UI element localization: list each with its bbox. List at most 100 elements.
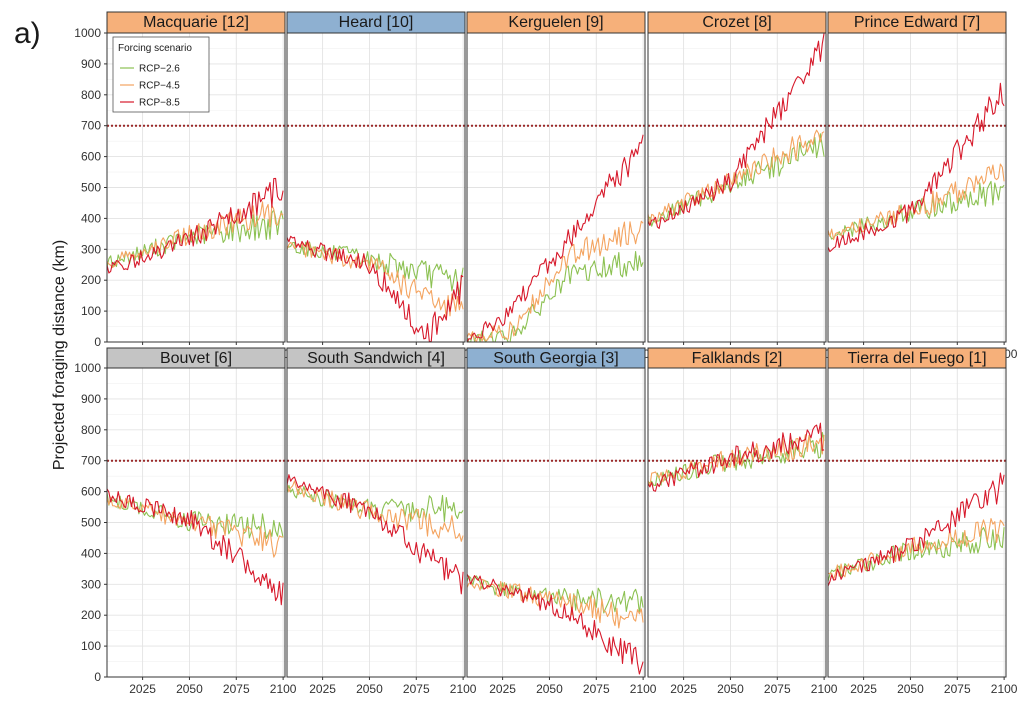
panel-border (466, 32, 646, 343)
series-line-rcp-4.5 (466, 578, 644, 629)
legend-label-rcp-4.5: RCP−4.5 (139, 81, 180, 92)
series-line-rcp-4.5 (827, 163, 1005, 241)
y-tick-label: 900 (81, 57, 101, 71)
x-tick-label: 2050 (536, 682, 563, 696)
x-tick-label: 2025 (670, 682, 697, 696)
series-line-rcp-8.5 (106, 177, 284, 274)
panel-border (827, 367, 1007, 678)
x-tick-label: 2075 (403, 682, 430, 696)
legend-label-rcp-2.6: RCP−2.6 (139, 64, 180, 75)
x-tick-label: 2075 (223, 682, 250, 696)
panel-border (647, 32, 827, 343)
y-tick-label: 100 (81, 639, 101, 653)
y-axis-title: Projected foraging distance (km) (51, 240, 68, 470)
y-tick-label: 0 (94, 670, 101, 684)
x-tick-label: 2075 (764, 682, 791, 696)
panel: South Georgia [3] 2025 2050 2075 2100 (466, 347, 657, 696)
panels: Macquarie [12] 0 100 200 300 400 500 600 700 800 9… (74, 11, 1018, 696)
panel-border (286, 367, 466, 678)
series-line-rcp-8.5 (647, 422, 825, 492)
y-tick-label: 100 (81, 304, 101, 318)
panel-title: Tierra del Fuego [1] (847, 350, 986, 367)
panel: Falklands [2] 2025 2050 2075 2100 (647, 347, 838, 696)
series-line-rcp-8.5 (466, 134, 644, 343)
panel-title: South Sandwich [4] (307, 350, 445, 367)
series-line-rcp-8.5 (286, 235, 464, 343)
y-tick-label: 1000 (74, 26, 101, 40)
y-tick-label: 600 (81, 150, 101, 164)
panel: Bouvet [6] 0 100 200 300 400 500 600 700 800 900 10… (74, 347, 297, 696)
panel-title: Prince Edward [7] (854, 14, 980, 31)
x-tick-label: 2050 (897, 682, 924, 696)
panel-title: South Georgia [3] (493, 350, 618, 367)
legend-title: Forcing scenario (118, 43, 192, 54)
x-tick-label: 2025 (489, 682, 516, 696)
legend-box (112, 36, 210, 113)
series-line-rcp-8.5 (106, 488, 284, 606)
legend-label-rcp-8.5: RCP−8.5 (139, 98, 180, 109)
panel-title: Kerguelen [9] (508, 14, 603, 31)
y-tick-label: 300 (81, 242, 101, 256)
x-tick-label: 2100 (450, 682, 477, 696)
series-line-rcp-8.5 (286, 474, 464, 595)
panel-title: Heard [10] (339, 14, 414, 31)
x-tick-label: 2100 (811, 682, 838, 696)
x-tick-label: 2075 (944, 682, 971, 696)
x-tick-label: 2025 (309, 682, 336, 696)
panel-border (286, 32, 466, 343)
x-tick-label: 2100 (630, 682, 657, 696)
y-tick-label: 700 (81, 454, 101, 468)
series-line-rcp-8.5 (647, 32, 825, 229)
x-tick-label: 2100 (991, 682, 1018, 696)
series-line-rcp-2.6 (106, 209, 284, 269)
series-line-rcp-2.6 (106, 492, 284, 540)
panel: Macquarie [12] 0 100 200 300 400 500 600 700 800 9… (74, 11, 297, 361)
panel-title: Falklands [2] (692, 350, 783, 367)
x-tick-label: 2100 (270, 682, 297, 696)
panel-title: Bouvet [6] (160, 350, 232, 367)
panel-label: a) (14, 17, 41, 50)
y-tick-label: 0 (94, 335, 101, 349)
x-tick-label: 2050 (356, 682, 383, 696)
panel-border (827, 32, 1007, 343)
series-line-rcp-2.6 (827, 180, 1005, 240)
y-tick-label: 1000 (74, 361, 101, 375)
panel-title: Crozet [8] (702, 14, 771, 31)
y-tick-label: 400 (81, 211, 101, 225)
y-tick-label: 800 (81, 423, 101, 437)
series-line-rcp-8.5 (827, 472, 1005, 587)
series-line-rcp-8.5 (827, 82, 1005, 253)
panel-border (466, 367, 646, 678)
series-line-rcp-8.5 (466, 573, 644, 675)
panel-title: Macquarie [12] (143, 14, 249, 31)
series-line-rcp-4.5 (106, 496, 284, 558)
y-tick-label: 600 (81, 485, 101, 499)
panel-border (647, 367, 827, 678)
x-tick-label: 2025 (129, 682, 156, 696)
x-tick-label: 2025 (850, 682, 877, 696)
y-tick-label: 500 (81, 181, 101, 195)
y-tick-label: 900 (81, 392, 101, 406)
y-tick-label: 400 (81, 546, 101, 560)
y-tick-label: 800 (81, 88, 101, 102)
y-tick-label: 500 (81, 516, 101, 530)
series-line-rcp-4.5 (286, 480, 464, 542)
panel: Tierra del Fuego [1] 2025 2050 2075 2100 (827, 347, 1018, 696)
x-tick-label: 2050 (717, 682, 744, 696)
y-tick-label: 300 (81, 577, 101, 591)
y-tick-label: 200 (81, 273, 101, 287)
x-tick-label: 2075 (583, 682, 610, 696)
series-line-rcp-2.6 (466, 250, 644, 343)
y-tick-label: 200 (81, 608, 101, 622)
series-line-rcp-4.5 (466, 220, 644, 343)
legend: Forcing scenario RCP−2.6 RCP−4.5 RCP−8.5 (112, 36, 210, 113)
y-tick-label: 700 (81, 119, 101, 133)
x-tick-label: 2050 (176, 682, 203, 696)
series-line-rcp-4.5 (647, 129, 825, 226)
panel: South Sandwich [4] 2025 2050 2075 2100 (286, 347, 477, 696)
